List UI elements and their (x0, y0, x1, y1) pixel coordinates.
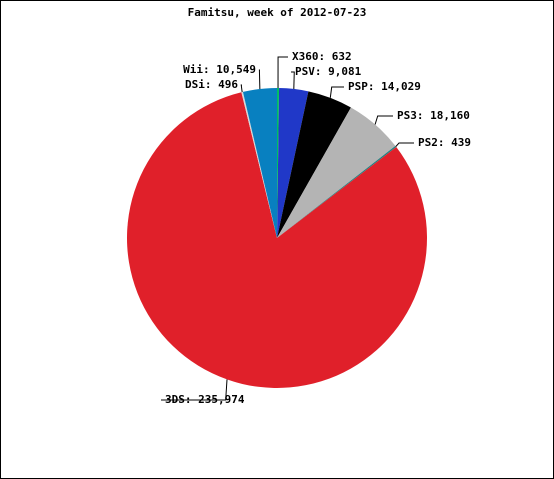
leader-line (258, 69, 261, 89)
pie-slice (277, 107, 396, 238)
slice-label: Wii: 10,549 (183, 63, 256, 76)
chart-title: Famitsu, week of 2012-07-23 (188, 6, 367, 19)
slice-label: DSi: 496 (185, 78, 238, 91)
slice-label: PS3: 18,160 (397, 109, 470, 122)
leader-line (329, 86, 344, 98)
slice-label: PSV: 9,081 (295, 65, 362, 78)
slice-label: PS2: 439 (418, 136, 471, 149)
pie-slice (241, 91, 277, 238)
leader-line (161, 379, 228, 401)
leader-line (374, 115, 393, 125)
pie-slice (277, 145, 397, 238)
pie-slice (242, 88, 277, 238)
slice-label: X360: 632 (292, 50, 352, 63)
pie-slice (277, 88, 309, 238)
pie-slice (277, 88, 280, 238)
leader-line (277, 56, 288, 89)
leader-line (240, 84, 243, 93)
leader-line (395, 142, 414, 147)
slice-label: PSP: 14,029 (348, 80, 421, 93)
pie-slice (277, 91, 351, 238)
slice-label: 3DS: 235,974 (165, 393, 245, 406)
pie-slice (127, 92, 427, 388)
leader-line (291, 71, 295, 89)
